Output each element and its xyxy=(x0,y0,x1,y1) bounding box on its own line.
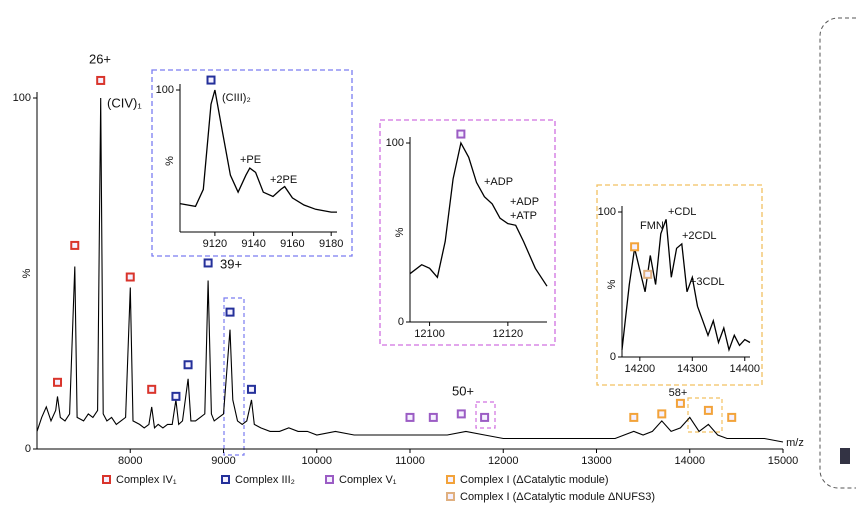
side-panel xyxy=(819,17,856,489)
x-tick-label: 12120 xyxy=(493,328,524,340)
x-tick-label: 9000 xyxy=(211,455,235,467)
y-axis-label: % xyxy=(164,156,176,166)
x-tick-label: 14200 xyxy=(625,363,656,375)
x-tick-label: 9160 xyxy=(280,238,304,250)
side-icon xyxy=(840,448,850,464)
x-tick-label: 9180 xyxy=(319,238,343,250)
marker xyxy=(703,405,713,415)
marker xyxy=(183,360,193,370)
annotation: (CIV)₁ xyxy=(107,95,142,110)
marker xyxy=(206,75,216,85)
annotation: FMN xyxy=(640,220,664,232)
x-tick-label: 12100 xyxy=(414,328,445,340)
marker xyxy=(456,409,466,419)
marker xyxy=(405,412,415,422)
y-tick-label: 100 xyxy=(13,92,31,104)
x-tick-label: 14400 xyxy=(729,363,760,375)
x-tick-label: 10000 xyxy=(301,455,332,467)
annotation: +ADP xyxy=(510,196,539,208)
spectrum-line xyxy=(621,219,751,353)
x-tick-label: 8000 xyxy=(118,455,142,467)
legend-swatch xyxy=(446,492,455,501)
x-axis-label: m/z xyxy=(786,437,804,449)
y-tick-label: 100 xyxy=(386,137,404,149)
annotation: +2PE xyxy=(270,174,297,186)
spectrum-line xyxy=(36,97,784,443)
inset-box xyxy=(596,184,763,386)
zoom-box xyxy=(687,397,723,433)
marker xyxy=(675,398,685,408)
legend-label: Complex I (ΔCatalytic module) xyxy=(460,474,609,486)
marker xyxy=(657,409,667,419)
annotation: +3CDL xyxy=(690,276,725,288)
marker xyxy=(125,272,135,282)
annotation: +ADP xyxy=(484,176,513,188)
spectrum-line xyxy=(179,89,337,213)
marker xyxy=(70,240,80,250)
x-tick-label: 12000 xyxy=(488,455,519,467)
annotation: 58+ xyxy=(669,387,688,399)
annotation: +2CDL xyxy=(682,230,717,242)
x-tick-label: 14000 xyxy=(674,455,705,467)
y-tick-label: 0 xyxy=(610,351,616,363)
zoom-box xyxy=(475,401,496,429)
marker xyxy=(428,412,438,422)
legend-label: Complex V₁ xyxy=(339,474,397,486)
legend-label: Complex III₂ xyxy=(235,474,295,486)
zoom-box xyxy=(223,297,245,456)
marker xyxy=(147,384,157,394)
x-tick-label: 14300 xyxy=(677,363,708,375)
legend-swatch xyxy=(325,475,334,484)
legend-swatch xyxy=(221,475,230,484)
y-axis-label: % xyxy=(394,227,406,237)
marker xyxy=(53,377,63,387)
inset-box xyxy=(151,69,353,257)
y-axis-label: % xyxy=(21,268,33,278)
legend-swatch xyxy=(446,475,455,484)
marker xyxy=(203,258,213,268)
marker xyxy=(630,242,640,252)
legend-swatch xyxy=(102,475,111,484)
marker xyxy=(480,412,490,422)
annotation: 26+ xyxy=(89,51,111,66)
y-tick-label: 100 xyxy=(156,84,174,96)
legend-label: Complex IV₁ xyxy=(116,474,177,486)
x-tick-label: 13000 xyxy=(581,455,612,467)
annotation: 50+ xyxy=(452,383,474,398)
marker xyxy=(629,412,639,422)
x-tick-label: 9140 xyxy=(241,238,265,250)
y-tick-label: 100 xyxy=(598,206,616,218)
legend-label: Complex I (ΔCatalytic module ΔNUFS3) xyxy=(460,491,655,503)
y-tick-label: 0 xyxy=(25,443,31,455)
marker xyxy=(456,129,466,139)
annotation: (CIII)₂ xyxy=(222,92,251,104)
marker xyxy=(225,307,235,317)
spectrum-line xyxy=(409,141,548,287)
annotation: 39+ xyxy=(220,256,242,271)
y-tick-label: 0 xyxy=(398,316,404,328)
x-tick-label: 15000 xyxy=(768,455,799,467)
marker xyxy=(96,75,106,85)
marker xyxy=(246,384,256,394)
marker xyxy=(727,412,737,422)
annotation: +PE xyxy=(240,154,261,166)
marker xyxy=(171,391,181,401)
x-tick-label: 9120 xyxy=(203,238,227,250)
marker xyxy=(643,269,653,279)
annotation: +CDL xyxy=(668,206,696,218)
y-axis-label: % xyxy=(606,279,618,289)
annotation: +ATP xyxy=(510,210,537,222)
x-tick-label: 11000 xyxy=(395,455,425,467)
